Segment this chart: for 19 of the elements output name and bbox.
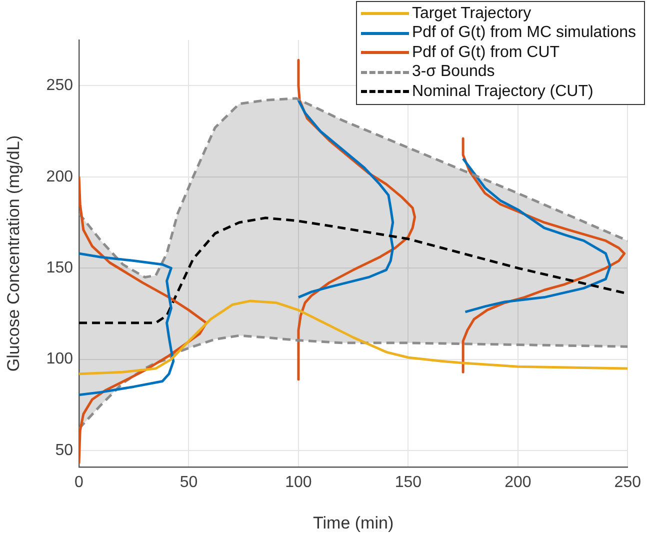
x-tick-label: 200 [504,474,532,492]
y-tick-label: 50 [55,442,74,459]
line-series [79,334,628,430]
x-tick-label: 100 [285,474,312,492]
x-tick-label: 50 [180,474,198,492]
legend-label: 3-σ Bounds [412,63,495,82]
y-tick-label: 250 [46,77,74,94]
legend-label: Target Trajectory [412,4,532,23]
y-axis-title: Glucose Concentration (mg/dL) [4,135,23,372]
x-tick-label: 0 [74,474,84,492]
x-axis-title: Time (min) [313,513,394,532]
legend-label: Pdf of G(t) from CUT [412,44,560,62]
legend-label: Pdf of G(t) from MC simulations [412,24,636,42]
x-tick-label: 150 [394,474,422,492]
legend-label: Nominal Trajectory (CUT) [412,82,594,101]
y-tick-label: 150 [46,260,74,277]
x-tick-label: 250 [614,474,642,492]
y-tick-label: 200 [46,168,74,186]
y-tick-label: 100 [46,350,74,368]
